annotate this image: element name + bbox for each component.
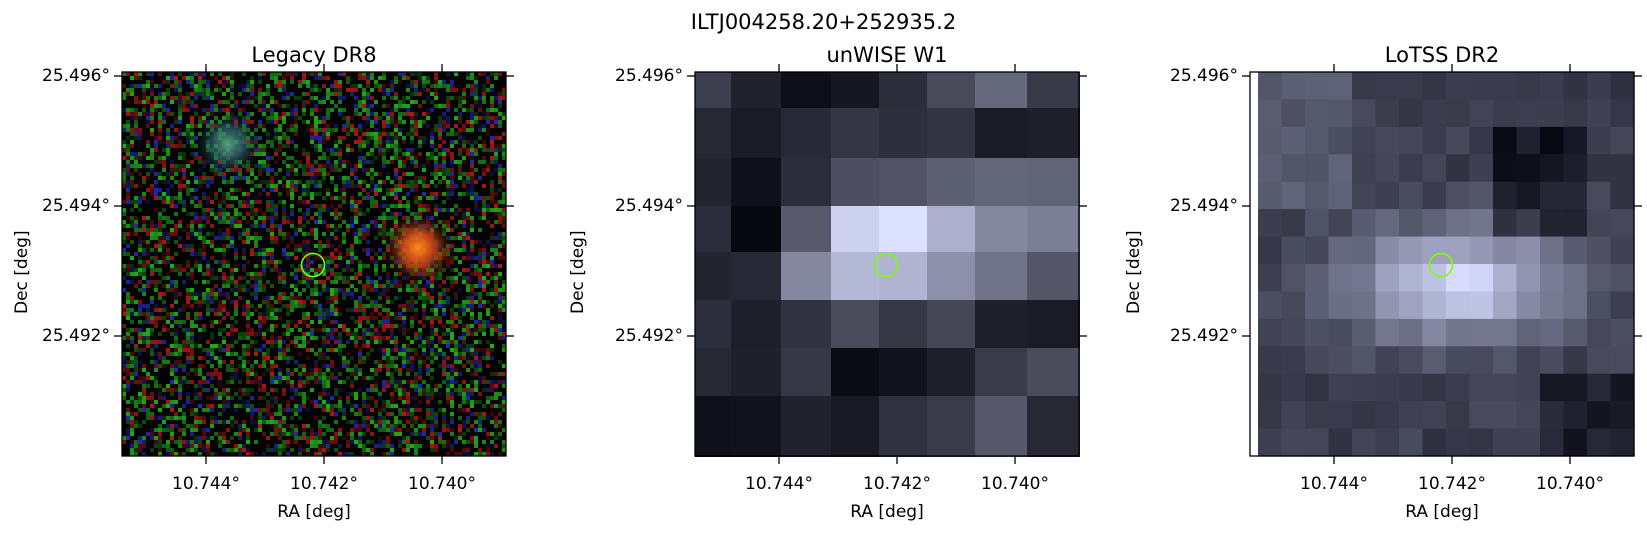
x-axis-label: RA [deg] — [1405, 502, 1479, 522]
axis-ticks — [687, 64, 1087, 464]
infrared-pixel-grid — [695, 72, 1080, 457]
y-axis-label: Dec [deg] — [12, 230, 32, 314]
xtick-label: 10.740° — [1536, 474, 1604, 494]
xtick-label: 10.744° — [1300, 474, 1368, 494]
ytick-label: 25.494° — [1170, 196, 1238, 216]
y-axis-label: Dec [deg] — [568, 230, 588, 314]
y-axis-label: Dec [deg] — [1124, 230, 1144, 314]
ytick-label: 25.494° — [42, 196, 110, 216]
panel-title-unwise: unWISE W1 — [826, 43, 948, 67]
legacy-image-panel — [114, 64, 514, 464]
xtick-label: 10.742° — [290, 474, 358, 494]
x-axis-label: RA [deg] — [277, 502, 351, 522]
ytick-label: 25.492° — [615, 326, 683, 346]
source-marker-circle — [300, 252, 326, 278]
galaxy-blob-orange — [382, 212, 454, 284]
axis-ticks — [114, 64, 514, 464]
lotss-image-panel — [1242, 64, 1642, 464]
axis-ticks — [1242, 64, 1642, 464]
optical-noise-pixels — [122, 72, 506, 456]
ytick-label: 25.494° — [615, 196, 683, 216]
xtick-label: 10.744° — [745, 474, 813, 494]
panel-title-lotss: LoTSS DR2 — [1384, 43, 1500, 67]
figure-title: ILTJ004258.20+252935.2 — [690, 10, 957, 34]
galaxy-blob-blue-green — [194, 110, 262, 178]
panel-title-legacy: Legacy DR8 — [251, 43, 377, 67]
ytick-label: 25.496° — [615, 66, 683, 86]
source-marker-circle — [1428, 252, 1454, 278]
ytick-label: 25.492° — [1170, 326, 1238, 346]
radio-pixel-grid — [1258, 72, 1635, 457]
x-axis-label: RA [deg] — [850, 502, 924, 522]
ytick-label: 25.492° — [42, 326, 110, 346]
xtick-label: 10.742° — [863, 474, 931, 494]
source-marker-circle — [873, 252, 899, 278]
ytick-label: 25.496° — [42, 66, 110, 86]
xtick-label: 10.742° — [1418, 474, 1486, 494]
xtick-label: 10.740° — [408, 474, 476, 494]
ytick-label: 25.496° — [1170, 66, 1238, 86]
xtick-label: 10.744° — [172, 474, 240, 494]
unwise-image-panel — [687, 64, 1087, 464]
xtick-label: 10.740° — [981, 474, 1049, 494]
